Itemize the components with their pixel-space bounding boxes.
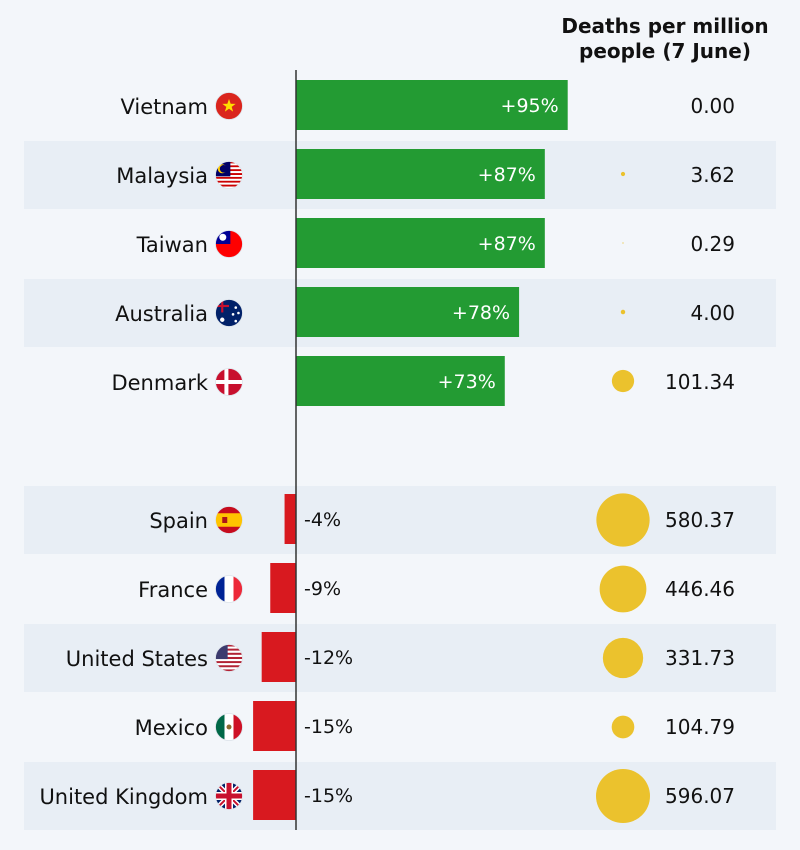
bar-label: +78% bbox=[452, 302, 510, 324]
country-label: Vietnam bbox=[120, 95, 208, 119]
denmark-flag-icon bbox=[215, 368, 243, 396]
spain-flag-icon bbox=[215, 506, 243, 534]
deaths-bubble bbox=[611, 369, 635, 393]
country-label: Denmark bbox=[111, 371, 208, 395]
country-label: Taiwan bbox=[136, 233, 208, 257]
bar-denmark bbox=[296, 356, 505, 406]
deaths-value: 104.79 bbox=[665, 715, 735, 739]
country-label: Spain bbox=[149, 509, 208, 533]
bar-taiwan bbox=[296, 218, 545, 268]
bubble-header-line-2: people (7 June) bbox=[579, 39, 751, 63]
deaths-value: 580.37 bbox=[665, 508, 735, 532]
row-band bbox=[24, 762, 776, 830]
deaths-value: 0.00 bbox=[690, 94, 735, 118]
deaths-bubble bbox=[622, 242, 624, 244]
deaths-bubble bbox=[596, 493, 650, 547]
vietnam-flag-icon bbox=[215, 92, 243, 120]
bar-label: +73% bbox=[438, 371, 496, 393]
deaths-bubble bbox=[602, 637, 644, 679]
taiwan-flag-icon bbox=[215, 230, 243, 258]
bar-france bbox=[270, 563, 296, 613]
france-flag-icon bbox=[215, 575, 243, 603]
bar-label: -4% bbox=[304, 509, 341, 531]
row-band bbox=[24, 486, 776, 554]
country-label: United States bbox=[66, 647, 208, 671]
bar-label: -9% bbox=[304, 578, 341, 600]
deaths-value: 4.00 bbox=[690, 301, 735, 325]
deaths-value: 3.62 bbox=[690, 163, 735, 187]
united-kingdom-flag-icon bbox=[215, 782, 243, 810]
bar-australia bbox=[296, 287, 520, 337]
bar-united-states bbox=[261, 632, 296, 682]
bar-spain bbox=[284, 494, 296, 544]
bar-label: -12% bbox=[304, 647, 353, 669]
bar-vietnam bbox=[296, 80, 568, 130]
deaths-value: 446.46 bbox=[665, 577, 735, 601]
deaths-bubble bbox=[620, 171, 626, 177]
deaths-value: 101.34 bbox=[665, 370, 735, 394]
deaths-value: 0.29 bbox=[690, 232, 735, 256]
deaths-bubble bbox=[599, 565, 647, 613]
united-states-flag-icon bbox=[215, 644, 243, 672]
bar-label: -15% bbox=[304, 785, 353, 807]
bar-malaysia bbox=[296, 149, 545, 199]
deaths-value: 331.73 bbox=[665, 646, 735, 670]
bubble-header-line-1: Deaths per million bbox=[561, 14, 769, 38]
malaysia-flag-icon bbox=[215, 161, 243, 189]
deaths-bubble bbox=[595, 768, 651, 824]
country-label: Australia bbox=[115, 302, 208, 326]
deaths-bubble bbox=[620, 309, 626, 315]
bar-label: +87% bbox=[478, 233, 536, 255]
bar-label: +95% bbox=[501, 95, 559, 117]
country-label: United Kingdom bbox=[39, 785, 208, 809]
mexico-flag-icon bbox=[215, 713, 243, 741]
australia-flag-icon bbox=[215, 299, 243, 327]
bar-united-kingdom bbox=[253, 770, 296, 820]
bar-label: +87% bbox=[478, 164, 536, 186]
deaths-bubble bbox=[611, 715, 635, 739]
bubble-column-header: Deaths per million people (7 June) bbox=[560, 14, 770, 64]
country-label: Malaysia bbox=[116, 164, 208, 188]
deaths-value: 596.07 bbox=[665, 784, 735, 808]
country-label: France bbox=[138, 578, 208, 602]
bar-label: -15% bbox=[304, 716, 353, 738]
bar-mexico bbox=[253, 701, 296, 751]
country-label: Mexico bbox=[135, 716, 208, 740]
row-band bbox=[24, 624, 776, 692]
